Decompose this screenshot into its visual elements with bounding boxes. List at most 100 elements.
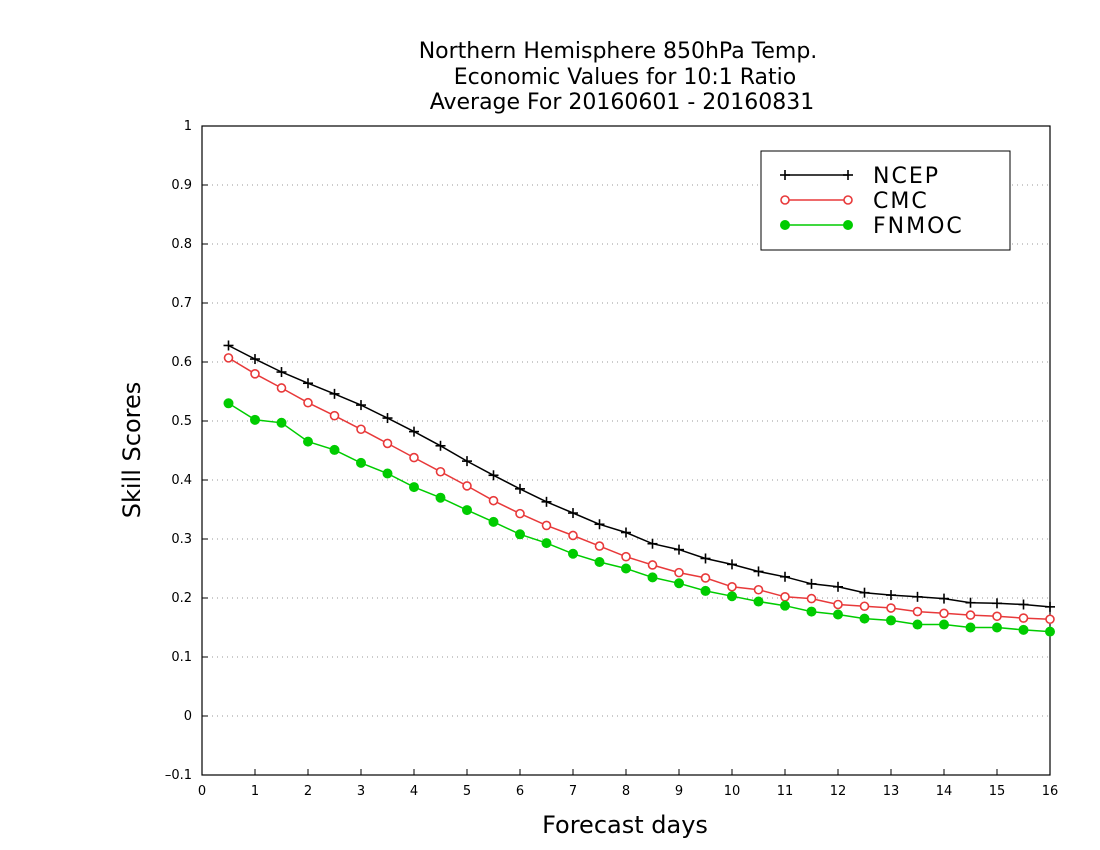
data-point-fnmoc bbox=[806, 606, 817, 617]
x-tick-label: 16 bbox=[1042, 784, 1059, 799]
data-point-ncep bbox=[992, 598, 1002, 609]
y-tick-label: 0.8 bbox=[171, 237, 192, 252]
data-point-ncep bbox=[329, 388, 340, 399]
x-tick-label: 7 bbox=[569, 784, 577, 799]
x-tick-label: 1 bbox=[251, 784, 259, 799]
data-point-ncep bbox=[303, 378, 313, 389]
data-point-ncep bbox=[515, 483, 525, 494]
legend-marker-start-ncep bbox=[780, 170, 790, 180]
data-point-ncep bbox=[356, 400, 366, 411]
data-point-cmc bbox=[462, 481, 472, 491]
data-point-ncep bbox=[727, 559, 737, 570]
data-point-fnmoc bbox=[250, 414, 260, 425]
data-point-ncep bbox=[462, 456, 472, 467]
data-point-fnmoc bbox=[594, 557, 605, 568]
legend-item-fnmoc: FNMOC bbox=[780, 214, 964, 239]
legend-marker-end-fnmoc bbox=[843, 220, 853, 230]
data-point-fnmoc bbox=[700, 585, 711, 596]
data-point-ncep bbox=[621, 527, 631, 538]
data-point-ncep bbox=[912, 591, 923, 602]
x-tick-label: 12 bbox=[830, 784, 847, 799]
x-tick-label: 14 bbox=[936, 784, 953, 799]
y-tick-label: 0.2 bbox=[171, 591, 192, 606]
y-tick-label: 1 bbox=[184, 119, 192, 134]
data-point-ncep bbox=[700, 553, 711, 564]
legend-label-cmc: CMC bbox=[873, 189, 929, 214]
data-point-fnmoc bbox=[515, 529, 525, 540]
data-point-cmc bbox=[356, 424, 366, 435]
data-point-ncep bbox=[409, 426, 419, 437]
data-point-ncep bbox=[382, 413, 393, 424]
y-tick-label: 0.3 bbox=[171, 532, 192, 547]
series-cmc bbox=[223, 353, 1055, 625]
data-point-cmc bbox=[223, 353, 234, 363]
series-layer bbox=[223, 340, 1055, 637]
data-point-ncep bbox=[647, 538, 658, 549]
data-point-fnmoc bbox=[912, 619, 923, 630]
data-point-ncep bbox=[223, 340, 234, 351]
data-point-cmc bbox=[806, 593, 817, 604]
data-point-fnmoc bbox=[886, 615, 896, 626]
data-point-fnmoc bbox=[939, 619, 949, 630]
y-tick-label: 0.7 bbox=[171, 296, 192, 311]
data-point-cmc bbox=[992, 611, 1002, 622]
legend-marker-end-cmc bbox=[843, 195, 853, 205]
data-point-ncep bbox=[594, 519, 605, 530]
data-point-cmc bbox=[541, 520, 552, 531]
data-point-fnmoc bbox=[621, 563, 631, 574]
data-point-ncep bbox=[753, 566, 764, 577]
data-point-cmc bbox=[329, 410, 340, 421]
data-point-ncep bbox=[833, 581, 843, 592]
data-point-ncep bbox=[1018, 599, 1029, 610]
data-point-cmc bbox=[647, 560, 658, 570]
data-point-cmc bbox=[727, 581, 737, 592]
data-point-ncep bbox=[859, 587, 870, 598]
legend-item-cmc: CMC bbox=[780, 189, 929, 214]
data-point-ncep bbox=[886, 590, 896, 601]
data-point-cmc bbox=[568, 530, 578, 541]
legend-marker-start-cmc bbox=[780, 195, 790, 205]
data-point-cmc bbox=[276, 383, 287, 393]
data-point-cmc bbox=[833, 599, 843, 610]
x-tick-label: 8 bbox=[622, 784, 630, 799]
data-point-fnmoc bbox=[965, 622, 976, 633]
x-tick-label: 15 bbox=[989, 784, 1006, 799]
y-tick-label: 0 bbox=[184, 709, 192, 724]
data-point-fnmoc bbox=[1045, 626, 1055, 637]
data-point-cmc bbox=[594, 541, 605, 551]
data-point-fnmoc bbox=[1018, 624, 1029, 635]
x-tick-label: 0 bbox=[198, 784, 206, 799]
y-tick-label: –0.1 bbox=[165, 768, 192, 783]
x-tick-label: 10 bbox=[724, 784, 741, 799]
data-point-fnmoc bbox=[276, 417, 287, 428]
data-point-fnmoc bbox=[541, 538, 552, 549]
data-point-ncep bbox=[806, 578, 817, 589]
data-point-cmc bbox=[409, 452, 419, 463]
data-point-ncep bbox=[250, 354, 260, 365]
data-point-fnmoc bbox=[753, 596, 764, 607]
data-point-fnmoc bbox=[382, 468, 393, 479]
chart-title-line-1: Northern Hemisphere 850hPa Temp. bbox=[419, 39, 818, 64]
x-axis-label: Forecast days bbox=[542, 811, 708, 839]
data-point-fnmoc bbox=[488, 516, 499, 527]
data-point-fnmoc bbox=[647, 572, 658, 583]
series-line-ncep bbox=[228, 344, 1051, 608]
data-point-cmc bbox=[886, 603, 896, 613]
data-point-cmc bbox=[1045, 614, 1055, 625]
data-point-cmc bbox=[250, 368, 260, 379]
data-point-ncep bbox=[780, 571, 790, 582]
legend-label-fnmoc: FNMOC bbox=[873, 214, 964, 239]
x-tick-label: 4 bbox=[410, 784, 418, 799]
data-point-fnmoc bbox=[329, 444, 340, 455]
data-point-fnmoc bbox=[780, 600, 790, 611]
data-point-fnmoc bbox=[674, 578, 684, 589]
data-point-cmc bbox=[435, 466, 446, 477]
chart-title-line-2: Economic Values for 10:1 Ratio bbox=[454, 65, 796, 90]
data-point-cmc bbox=[753, 584, 764, 595]
y-tick-label: 0.1 bbox=[171, 650, 192, 665]
data-point-fnmoc bbox=[409, 482, 419, 493]
data-point-cmc bbox=[621, 551, 631, 562]
data-point-cmc bbox=[780, 592, 790, 602]
